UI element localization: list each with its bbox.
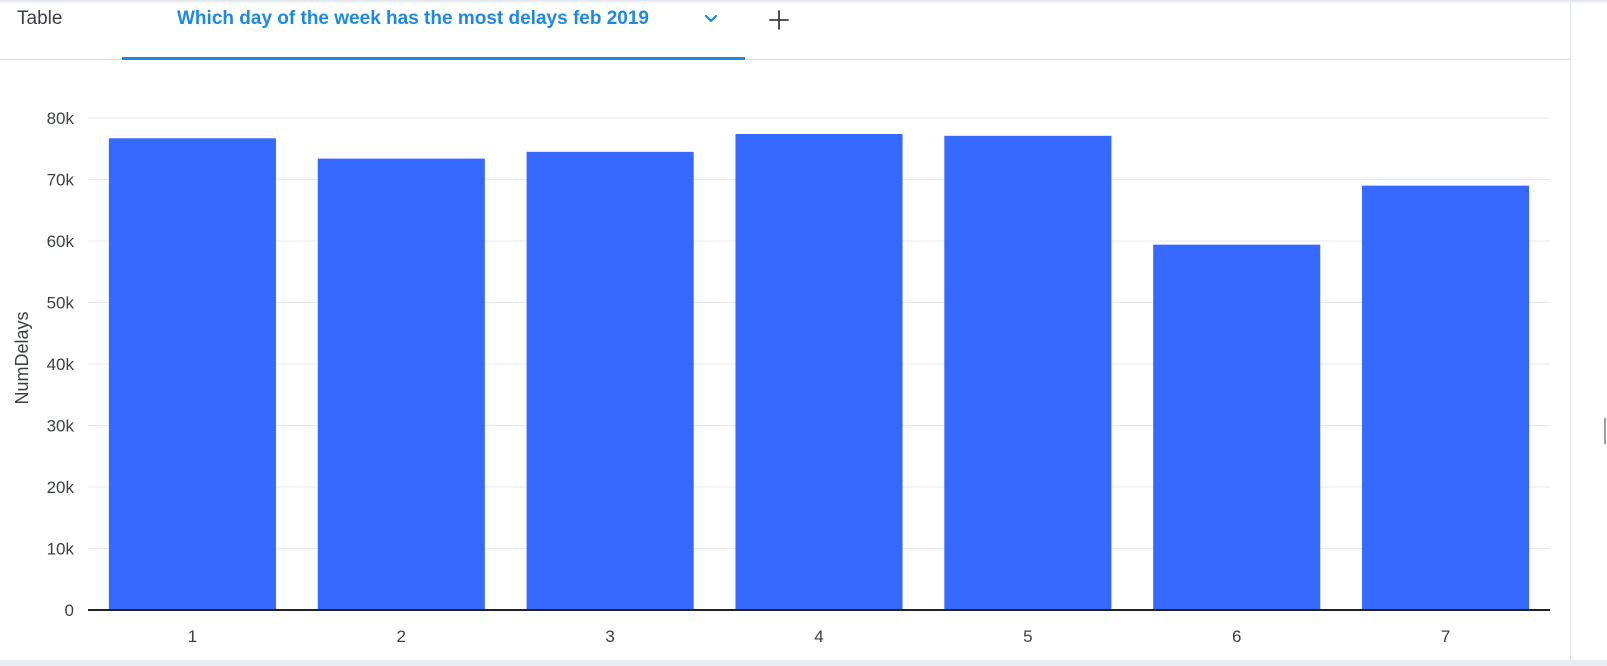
axes: 0 10k 20k 30k 40k 50k 60k 70k 80k 1 2 3 4 5 6 7: [47, 109, 1550, 646]
y-tick-label: 10k: [47, 540, 75, 559]
tab-bar: Table Which day of the week has the most…: [0, 0, 1570, 60]
y-axis-label: NumDelays: [12, 311, 32, 404]
y-tick-label: 60k: [47, 232, 75, 251]
x-tick-label: 1: [188, 627, 197, 646]
bar[interactable]: [1362, 185, 1530, 610]
x-tick-label: 3: [605, 627, 614, 646]
y-tick-label: 70k: [47, 171, 75, 190]
bar[interactable]: [735, 133, 903, 610]
bar[interactable]: [317, 158, 485, 610]
tab-active-visualization[interactable]: Which day of the week has the most delay…: [122, 0, 745, 39]
tab-active-label: Which day of the week has the most delay…: [177, 8, 649, 29]
plus-icon[interactable]: [766, 7, 792, 33]
bars: [108, 133, 1530, 611]
y-tick-label: 30k: [47, 417, 75, 436]
x-tick-label: 5: [1023, 627, 1032, 646]
bar[interactable]: [944, 135, 1112, 610]
y-tick-label: 80k: [47, 109, 75, 128]
panel-divider: [1570, 0, 1571, 666]
x-tick-label: 2: [397, 627, 406, 646]
y-tick-label: 0: [65, 601, 74, 620]
bar[interactable]: [108, 138, 276, 611]
scrollbar-handle[interactable]: [1604, 418, 1606, 444]
bar[interactable]: [1153, 244, 1321, 610]
y-tick-label: 20k: [47, 478, 75, 497]
chart-area: 0 10k 20k 30k 40k 50k 60k 70k 80k 1 2 3 4 5 6 7 NumDela…: [0, 60, 1570, 660]
bar[interactable]: [526, 151, 694, 610]
x-tick-label: 7: [1441, 627, 1450, 646]
bottom-scroll-track[interactable]: [0, 660, 1607, 666]
chevron-down-icon[interactable]: [703, 11, 719, 27]
tab-table[interactable]: Table: [17, 0, 62, 39]
y-tick-label: 40k: [47, 355, 75, 374]
bar-chart: 0 10k 20k 30k 40k 50k 60k 70k 80k 1 2 3 4 5 6 7 NumDela…: [12, 109, 1550, 646]
y-tick-label: 50k: [47, 294, 75, 313]
tab-table-label: Table: [17, 8, 63, 29]
x-tick-label: 6: [1232, 627, 1241, 646]
window-top-edge: [0, 0, 1607, 4]
x-tick-label: 4: [814, 627, 823, 646]
active-tab-underline: [122, 57, 745, 60]
